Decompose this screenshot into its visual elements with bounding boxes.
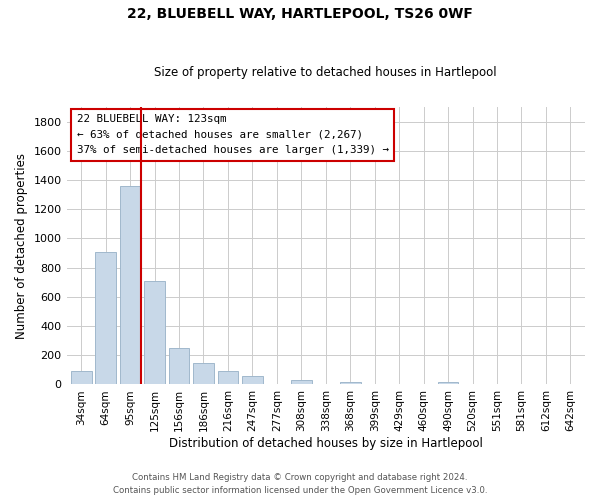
Bar bbox=[120, 186, 140, 384]
Text: Contains HM Land Registry data © Crown copyright and database right 2024.
Contai: Contains HM Land Registry data © Crown c… bbox=[113, 474, 487, 495]
Bar bbox=[71, 372, 92, 384]
Bar bbox=[218, 372, 238, 384]
Bar bbox=[193, 364, 214, 384]
X-axis label: Distribution of detached houses by size in Hartlepool: Distribution of detached houses by size … bbox=[169, 437, 483, 450]
Bar bbox=[291, 380, 312, 384]
Bar bbox=[242, 376, 263, 384]
Bar bbox=[144, 281, 165, 384]
Bar bbox=[437, 382, 458, 384]
Bar bbox=[95, 252, 116, 384]
Bar bbox=[169, 348, 190, 385]
Bar bbox=[340, 382, 361, 384]
Title: Size of property relative to detached houses in Hartlepool: Size of property relative to detached ho… bbox=[154, 66, 497, 80]
Text: 22 BLUEBELL WAY: 123sqm
← 63% of detached houses are smaller (2,267)
37% of semi: 22 BLUEBELL WAY: 123sqm ← 63% of detache… bbox=[77, 114, 389, 155]
Y-axis label: Number of detached properties: Number of detached properties bbox=[15, 153, 28, 339]
Text: 22, BLUEBELL WAY, HARTLEPOOL, TS26 0WF: 22, BLUEBELL WAY, HARTLEPOOL, TS26 0WF bbox=[127, 8, 473, 22]
